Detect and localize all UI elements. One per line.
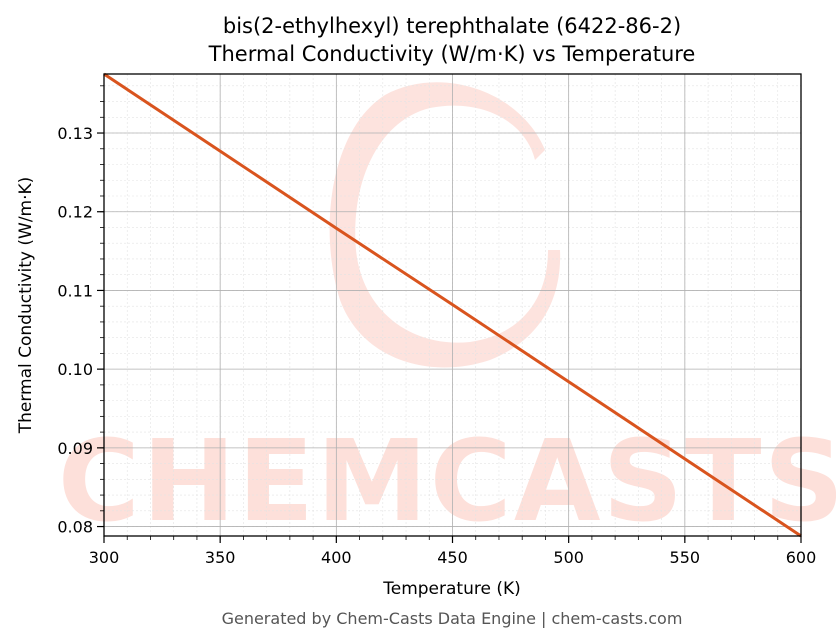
x-tick-label: 400 [321, 548, 352, 567]
x-axis-label: Temperature (K) [382, 579, 521, 599]
x-tick-label: 600 [786, 548, 817, 567]
x-tick-label: 350 [205, 548, 236, 567]
series-layer [103, 72, 802, 538]
x-tick-label: 550 [670, 548, 701, 567]
y-axis: 0.08 0.09 0.10 0.11 0.12 0.13 [57, 85, 104, 537]
y-axis-label: Thermal Conductivity (W/m·K) [16, 177, 36, 435]
x-tick-label: 300 [89, 548, 120, 567]
series-line [103, 72, 802, 538]
y-tick-label: 0.11 [57, 281, 93, 300]
chart-subtitle: Thermal Conductivity (W/m·K) vs Temperat… [208, 42, 696, 66]
watermark-text: CHEMCASTS [58, 417, 836, 547]
y-tick-label: 0.12 [57, 203, 93, 222]
x-axis: 300 350 400 450 500 550 600 [89, 536, 817, 567]
footer-credit: Generated by Chem-Casts Data Engine | ch… [222, 609, 683, 628]
y-tick-label: 0.09 [57, 439, 93, 458]
y-tick-label: 0.10 [57, 360, 93, 379]
x-tick-label: 450 [437, 548, 468, 567]
y-tick-label: 0.13 [57, 124, 93, 143]
x-tick-label: 500 [553, 548, 584, 567]
y-tick-label: 0.08 [57, 518, 93, 537]
chart-title: bis(2-ethylhexyl) terephthalate (6422-86… [223, 14, 681, 38]
watermark: CHEMCASTS [58, 82, 836, 547]
